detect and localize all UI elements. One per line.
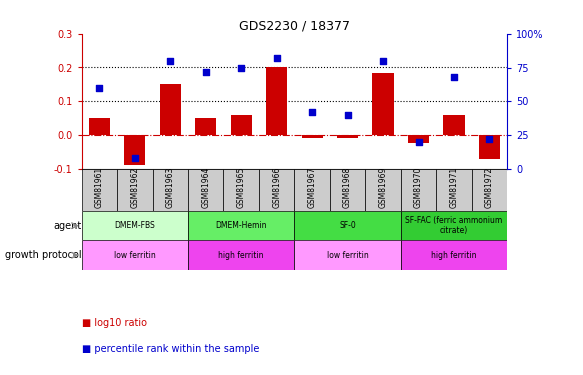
Text: high ferritin: high ferritin [219,251,264,260]
Text: GSM81970: GSM81970 [414,167,423,208]
Bar [82,240,188,270]
Bar [195,118,216,135]
Bar [408,135,429,143]
Text: GSM81965: GSM81965 [237,167,245,208]
Bar [266,68,287,135]
Point [94,85,104,91]
Bar [188,169,223,211]
Text: GSM81968: GSM81968 [343,167,352,208]
Bar [89,118,110,135]
Bar [443,115,465,135]
Bar [330,169,366,211]
Text: GSM81964: GSM81964 [201,167,210,208]
Text: GSM81972: GSM81972 [485,167,494,208]
Text: low ferritin: low ferritin [326,251,368,260]
Text: low ferritin: low ferritin [114,251,156,260]
Text: agent: agent [54,221,82,231]
Text: DMEM-FBS: DMEM-FBS [114,221,155,230]
Bar [117,169,153,211]
Text: GSM81967: GSM81967 [308,167,317,208]
Point [343,112,352,118]
Point [378,58,388,64]
Text: GSM81971: GSM81971 [449,167,458,208]
Text: ■ log10 ratio: ■ log10 ratio [82,318,146,328]
Bar [124,135,145,165]
Bar [294,240,401,270]
Text: GSM81966: GSM81966 [272,167,281,208]
Bar [82,211,188,240]
Point [166,58,175,64]
Bar [153,169,188,211]
Point [130,155,139,161]
Bar [223,169,259,211]
Point [414,139,423,145]
Point [201,69,210,75]
Bar [373,73,394,135]
Text: SF-0: SF-0 [339,221,356,230]
Text: growth protocol: growth protocol [5,250,82,260]
Bar [301,135,323,138]
Bar [436,169,472,211]
Point [237,64,246,70]
Bar [259,169,294,211]
Bar [160,84,181,135]
Bar [401,211,507,240]
Title: GDS2230 / 18377: GDS2230 / 18377 [239,20,350,33]
Text: SF-FAC (ferric ammonium
citrate): SF-FAC (ferric ammonium citrate) [405,216,503,236]
Point [449,74,459,80]
Point [307,109,317,115]
Bar [231,115,252,135]
Point [485,136,494,142]
Bar [188,211,294,240]
Text: DMEM-Hemin: DMEM-Hemin [216,221,267,230]
Bar [188,240,294,270]
Point [272,55,282,61]
Text: ■ percentile rank within the sample: ■ percentile rank within the sample [82,345,259,354]
Bar [366,169,401,211]
Bar [337,135,358,138]
Bar [294,169,330,211]
Bar [479,135,500,159]
Text: high ferritin: high ferritin [431,251,477,260]
Bar [472,169,507,211]
Text: GSM81963: GSM81963 [166,167,175,208]
Bar [401,240,507,270]
Text: GSM81962: GSM81962 [131,167,139,208]
Text: GSM81969: GSM81969 [378,167,388,208]
Bar [294,211,401,240]
Bar [82,169,117,211]
Text: GSM81961: GSM81961 [95,167,104,208]
Bar [401,169,436,211]
